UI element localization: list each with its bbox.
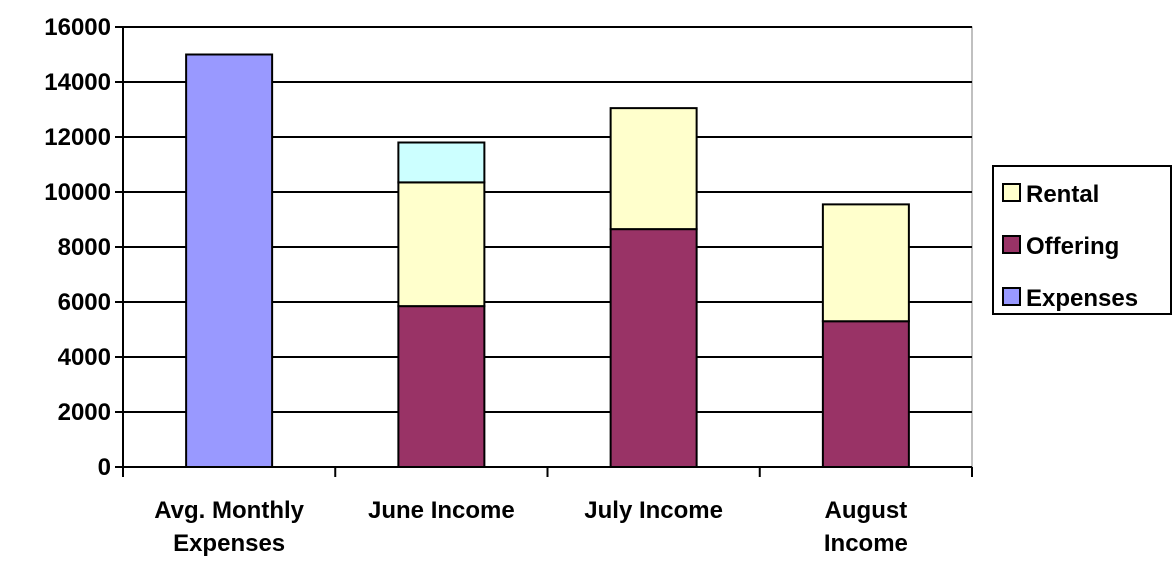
bar-avg-monthly-expenses-expenses [185,53,274,468]
y-tick-label-14000: 14000 [44,69,111,96]
x-tick-label-july-income: July Income [584,497,723,524]
x-tick-label-june-income: June Income [368,497,515,524]
bar-june-income-offering [397,305,486,468]
y-tick-label-2000: 2000 [58,399,111,426]
x-tick-label-august-income-line-1: August [825,497,908,524]
bar-august-income-offering [821,320,910,468]
bar-july-income-rental [609,107,698,231]
bar-june-income-rental [397,181,486,308]
legend-label-expenses: Expenses [1026,285,1138,312]
legend-swatch-offering [1002,235,1021,254]
y-tick-label-10000: 10000 [44,179,111,206]
x-tick-label-avg-monthly-expenses-line-2: Expenses [173,530,285,557]
bar-june-income-extra [397,141,486,184]
bar-july-income-offering [609,228,698,468]
y-tick-label-6000: 6000 [58,289,111,316]
legend-label-rental: Rental [1026,181,1099,208]
bars [185,53,910,468]
bar-august-income-rental [821,203,910,323]
y-tick-label-8000: 8000 [58,234,111,261]
legend-label-offering: Offering [1026,233,1119,260]
x-tick-label-avg-monthly-expenses-line-1: Avg. Monthly [154,497,304,524]
legend-swatch-rental [1002,183,1021,202]
legend: Rental Offering Expenses [992,165,1172,315]
y-tick-label-4000: 4000 [58,344,111,371]
y-tick-label-0: 0 [98,454,111,481]
x-tick-label-august-income-line-2: Income [824,530,908,557]
y-tick-label-12000: 12000 [44,124,111,151]
y-axis-ticks: 0 2000 4000 6000 8000 10000 12000 14000 16000 [44,14,123,481]
y-tick-label-16000: 16000 [44,14,111,41]
legend-box [992,165,1172,315]
legend-swatch-expenses [1002,287,1021,306]
x-axis-ticks: Avg. Monthly Expenses June Income July Inco… [122,467,973,557]
